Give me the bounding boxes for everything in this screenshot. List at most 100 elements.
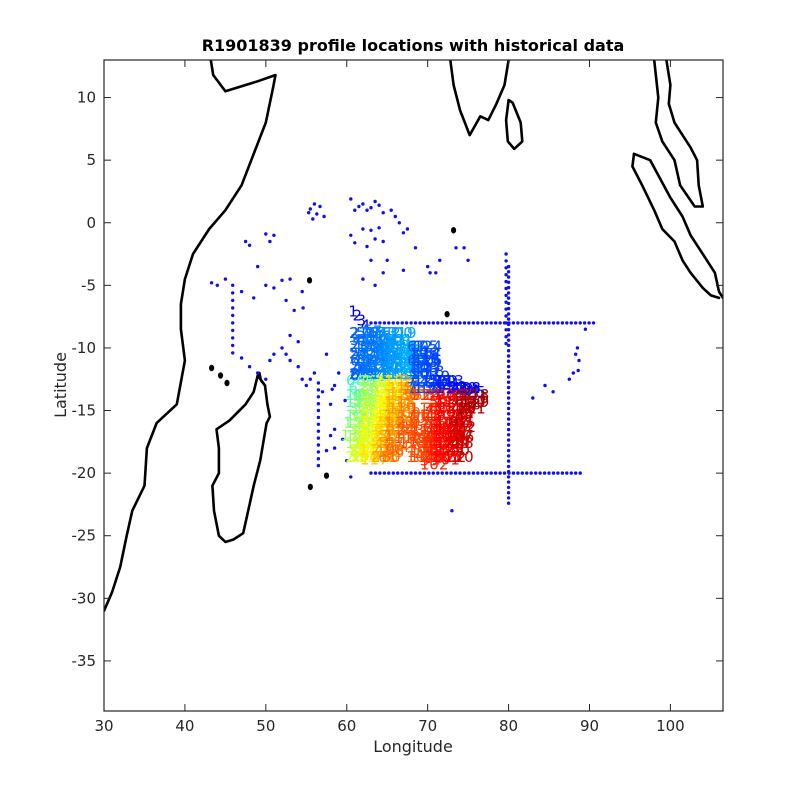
historical-point [316, 402, 321, 406]
profile-label: 120 [435, 420, 464, 438]
historical-point [506, 480, 511, 484]
profile-label: 112 [410, 386, 439, 404]
profile-label: 18 [345, 434, 364, 452]
x-axis-label: Longitude [373, 737, 453, 756]
historical-point [574, 471, 578, 475]
historical-point [288, 333, 292, 338]
profile-label: 3 [350, 331, 360, 349]
profile-label: 96 [444, 415, 463, 433]
profile-label: 20 [371, 427, 390, 445]
historical-point [438, 258, 442, 262]
profile-label: 100 [457, 393, 486, 411]
historical-point [504, 300, 508, 304]
profile-label: 61 [455, 386, 474, 404]
profile-label: 9 [382, 330, 392, 348]
historical-point [292, 308, 296, 313]
profile-label: 118 [461, 386, 490, 404]
historical-point [404, 471, 409, 475]
profile-label: 8 [350, 365, 360, 383]
profile-label: 13 [396, 358, 415, 376]
profile-label: 23 [455, 380, 474, 398]
profile-label: 127 [388, 379, 417, 397]
historical-point [569, 471, 573, 475]
profile-label: 89 [360, 400, 379, 418]
profile-label: 53 [356, 428, 375, 446]
profile-label: 95 [436, 379, 455, 397]
historical-point [247, 365, 252, 369]
profile-label: 52 [404, 365, 423, 383]
profile-label: 57 [429, 379, 448, 397]
profile-label: 56 [353, 434, 372, 452]
historical-point [301, 306, 305, 310]
profile-label: 10 [396, 338, 415, 356]
historical-point [365, 244, 369, 249]
profile-label: 91 [385, 393, 404, 411]
profile-label: 82 [386, 344, 405, 362]
profile-label: 23 [447, 386, 466, 404]
profile-label: 42 [353, 338, 372, 356]
profile-label: 116 [370, 448, 399, 466]
profile-label: 128 [362, 407, 391, 425]
profile-label: 92 [385, 400, 404, 418]
profile-label: 25 [447, 400, 466, 418]
profile-label: 32 [349, 400, 368, 418]
historical-point [264, 232, 268, 236]
profile-label: 46 [390, 408, 409, 426]
historical-point [506, 485, 511, 490]
profile-label: 23 [371, 448, 390, 466]
profile-label: 50 [353, 393, 372, 411]
historical-point [445, 471, 449, 475]
profile-label: 80 [433, 407, 452, 425]
profile-label: 121 [388, 338, 417, 356]
historical-point [272, 286, 276, 290]
historical-point [413, 471, 418, 475]
historical-point [418, 471, 422, 475]
profile-label: 100 [384, 324, 413, 342]
profile-label: 34 [374, 393, 393, 411]
profile-label: 49 [451, 434, 470, 452]
profile-label: 9 [423, 441, 433, 459]
profile-label: 101 [432, 420, 461, 438]
profile-label: 2 [372, 434, 382, 452]
profile-label: 99 [436, 407, 455, 425]
profile-label: 105 [432, 448, 461, 466]
historical-point [300, 289, 304, 294]
profile-label: 103 [407, 443, 436, 461]
profile-label: 109 [384, 386, 413, 404]
profile-label: 81 [433, 413, 452, 431]
profile-label: 77 [357, 333, 376, 351]
historical-point [493, 471, 498, 475]
x-tick-label: 30 [94, 717, 113, 735]
historical-point [308, 207, 312, 211]
profile-label: 18 [396, 393, 415, 411]
historical-point [458, 471, 462, 475]
y-tick-label: -20 [72, 464, 97, 482]
profile-label: 29 [374, 358, 393, 376]
profile-label: 76 [382, 420, 401, 438]
profile-label: 12 [395, 338, 414, 356]
profile-label: 49 [404, 345, 423, 363]
profile-label: 80 [360, 338, 379, 356]
profile-label: 52 [378, 386, 397, 404]
historical-point [506, 270, 511, 274]
historical-point [560, 471, 565, 475]
profile-label: 83 [360, 358, 379, 376]
historical-point [506, 380, 511, 384]
profile-label: 4 [397, 427, 407, 445]
profile-label: 6 [423, 420, 433, 438]
historical-point [361, 227, 365, 231]
profile-label: 15 [416, 345, 435, 363]
historical-point [284, 298, 288, 303]
profile-label: 79 [366, 336, 385, 354]
historical-point [316, 381, 321, 385]
profile-label: 111 [359, 420, 388, 438]
profile-label: 106 [410, 345, 439, 363]
profile-label: 65 [356, 365, 375, 383]
profile-label: 99 [411, 427, 430, 445]
profile-label: 108 [383, 397, 412, 415]
profile-label: 3 [397, 420, 407, 438]
profile-label: 19 [431, 368, 450, 386]
profile-label: 51 [366, 417, 385, 435]
profile-label: 26 [470, 389, 489, 407]
